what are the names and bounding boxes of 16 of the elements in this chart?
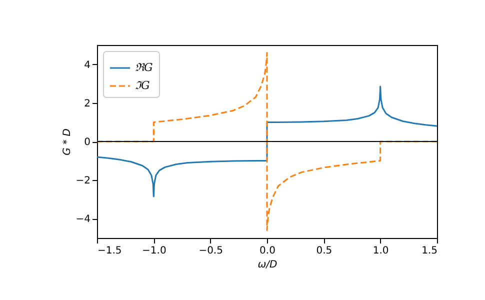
y-tick-label: −4 (76, 214, 90, 226)
y-axis-title: G * D (62, 128, 73, 156)
x-tick-label: −1.5 (98, 246, 122, 256)
x-axis-title: ω/D (258, 260, 278, 270)
y-tick-label: −2 (76, 176, 90, 187)
x-tick-label: 0.0 (260, 246, 276, 256)
y-tick-label: 2 (84, 98, 90, 110)
y-tick-label: 0 (84, 137, 90, 148)
x-tick-label: −1.0 (142, 246, 166, 256)
x-tick-label: 0.5 (316, 246, 332, 256)
y-tick-label: 4 (84, 60, 90, 71)
legend-label: ℑG (135, 79, 150, 92)
x-tick-label: −0.5 (198, 246, 223, 256)
x-tick-label: 1.0 (372, 246, 389, 256)
legend-label: ℜG (135, 61, 153, 74)
x-tick-label: 1.5 (422, 246, 438, 256)
